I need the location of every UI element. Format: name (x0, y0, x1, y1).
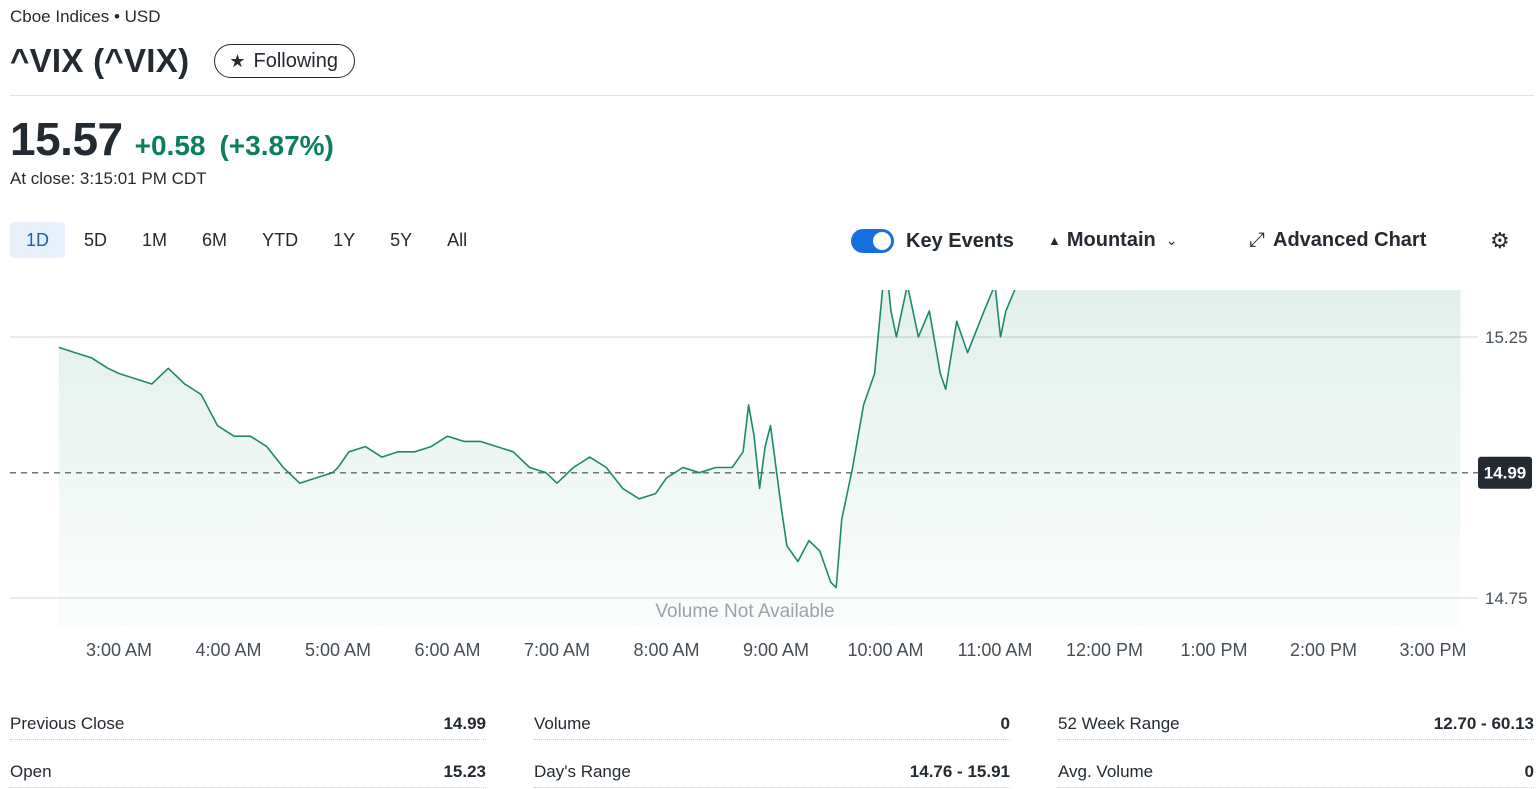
current-price: 15.57 (10, 113, 123, 165)
price-area (58, 290, 1461, 626)
stat-value: 14.76 - 15.91 (909, 761, 1010, 781)
range-1d[interactable]: 1D (10, 222, 66, 258)
key-events-toggle[interactable] (851, 229, 894, 253)
x-tick-label: 3:00 PM (1399, 640, 1466, 660)
chart-type-dropdown[interactable]: ▲ Mountain ⌄ (1048, 229, 1177, 252)
x-tick-label: 11:00 AM (958, 640, 1033, 660)
chevron-down-icon: ⌄ (1165, 232, 1178, 248)
stat-days-range: Day's Range 14.76 - 15.91 (534, 756, 1010, 788)
stat-label: Previous Close (10, 713, 125, 733)
advanced-chart-button[interactable]: ⤢ Advanced Chart (1249, 229, 1426, 252)
stat-label: Open (10, 761, 52, 781)
range-selector: 1D 5D 1M 6M YTD 1Y 5Y All (10, 222, 486, 258)
stat-label: Day's Range (534, 761, 631, 781)
key-events-label: Key Events (906, 229, 1014, 252)
title-row: ^VIX (^VIX) ★ Following (10, 42, 355, 80)
y-tick-label: 14.75 (1485, 589, 1528, 608)
previous-close-tag (1478, 456, 1532, 489)
stat-avg-volume: Avg. Volume 0 (1058, 756, 1534, 788)
page-title: ^VIX (^VIX) (10, 42, 190, 79)
previous-close-tag-label: 14.99 (1484, 464, 1527, 483)
x-tick-label: 1:00 PM (1180, 640, 1247, 660)
stat-open: Open 15.23 (10, 756, 486, 788)
x-tick-label: 5:00 AM (305, 640, 371, 660)
chart-type-label: Mountain (1066, 229, 1156, 251)
stat-previous-close: Previous Close 14.99 (10, 708, 486, 740)
close-time: At close: 3:15:01 PM CDT (10, 169, 207, 188)
stat-value: 0 (1524, 761, 1534, 781)
range-6m[interactable]: 6M (202, 229, 228, 250)
advanced-chart-label: Advanced Chart (1273, 229, 1427, 251)
price-change: +0.58 (134, 130, 206, 161)
range-all[interactable]: All (447, 229, 468, 250)
mountain-icon: ▲ (1048, 233, 1061, 248)
range-ytd[interactable]: YTD (262, 229, 299, 250)
stat-label: Volume (534, 713, 591, 733)
x-tick-label: 4:00 AM (195, 640, 261, 660)
volume-note: Volume Not Available (655, 601, 834, 622)
x-tick-label: 7:00 AM (524, 640, 590, 660)
header-divider (10, 95, 1534, 96)
range-1m[interactable]: 1M (142, 229, 168, 250)
follow-label: Following (253, 49, 338, 72)
star-icon: ★ (229, 50, 246, 71)
x-tick-label: 12:00 PM (1066, 640, 1143, 660)
price-line (58, 290, 1016, 589)
expand-icon: ⤢ (1249, 229, 1265, 251)
range-5y[interactable]: 5Y (390, 229, 413, 250)
price-change-percent: (+3.87%) (219, 130, 334, 161)
price-row: 15.57 +0.58 (+3.87%) (10, 112, 334, 166)
stat-value: 12.70 - 60.13 (1433, 713, 1534, 733)
x-tick-label: 8:00 AM (633, 640, 699, 660)
toggle-knob (873, 232, 891, 250)
stat-value: 0 (1000, 713, 1010, 733)
stat-label: Avg. Volume (1058, 761, 1154, 781)
x-tick-label: 10:00 AM (847, 640, 923, 660)
key-events-control: Key Events (851, 229, 1014, 253)
stat-value: 14.99 (443, 713, 486, 733)
y-tick-label: 15.25 (1485, 328, 1528, 347)
x-tick-label: 6:00 AM (414, 640, 480, 660)
x-tick-label: 3:00 AM (86, 640, 152, 660)
range-5d[interactable]: 5D (84, 229, 108, 250)
range-1y[interactable]: 1Y (333, 229, 356, 250)
gear-icon[interactable]: ⚙ (1490, 228, 1510, 253)
x-tick-label: 2:00 PM (1290, 640, 1357, 660)
follow-button[interactable]: ★ Following (214, 44, 355, 78)
stat-label: 52 Week Range (1058, 713, 1180, 733)
exchange-label: Cboe Indices • USD (10, 7, 161, 26)
stat-value: 15.23 (443, 761, 486, 781)
stat-52-week-range: 52 Week Range 12.70 - 60.13 (1058, 708, 1534, 740)
stat-volume: Volume 0 (534, 708, 1010, 740)
x-tick-label: 9:00 AM (743, 640, 809, 660)
